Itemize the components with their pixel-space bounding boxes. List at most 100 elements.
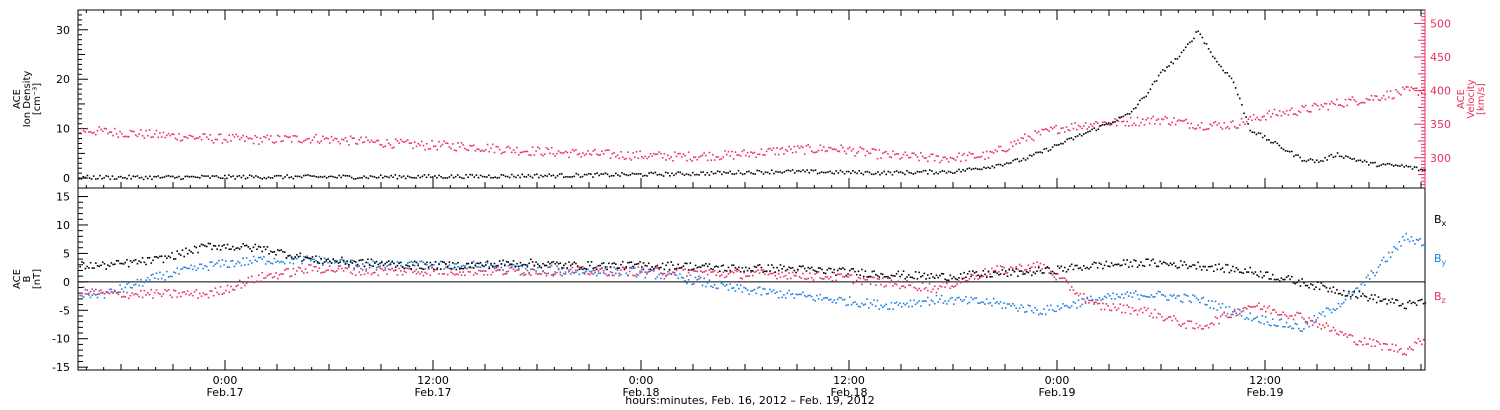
by-series-point [793, 297, 796, 299]
bx-series-point [1032, 271, 1035, 273]
bx-series-point [433, 268, 435, 271]
bx-series-point [155, 256, 158, 258]
bx-series-point [1200, 269, 1203, 271]
velocity-series-point [247, 137, 250, 140]
density-series-point [947, 170, 950, 173]
b-tick-label: -15 [52, 361, 70, 374]
density-series-point [521, 173, 523, 176]
bx-series-point [363, 265, 366, 268]
bx-series-point [764, 270, 766, 273]
velocity-series-point [1084, 122, 1087, 124]
velocity-series-point [238, 138, 241, 141]
bz-series-point [694, 270, 697, 272]
by-series-point [1306, 323, 1309, 325]
bx-series-point [1164, 261, 1167, 264]
bz-series-point [335, 270, 338, 272]
by-series-point [965, 295, 967, 298]
velocity-series-point [628, 157, 631, 160]
bx-series-point [609, 266, 612, 268]
velocity-series-point [590, 153, 593, 156]
bx-series-point [181, 249, 184, 251]
by-series-point [589, 270, 591, 273]
density-series-point [1093, 127, 1095, 129]
by-series-point [277, 260, 279, 262]
density-series-point [968, 167, 971, 169]
velocity-series-point [545, 147, 548, 149]
density-series-point [1241, 104, 1243, 106]
bx-series-point [299, 252, 302, 255]
by-series-point [717, 287, 719, 290]
bz-series-point [1343, 334, 1345, 336]
bz-series-point [365, 270, 367, 272]
density-series-point [182, 177, 184, 180]
bx-series-point [627, 261, 629, 264]
by-series-point [1313, 315, 1316, 317]
by-series-point [1143, 295, 1146, 297]
density-series-point [232, 175, 234, 177]
by-series-point [134, 283, 137, 286]
bx-series-point [1280, 277, 1283, 279]
velocity-series-point [1266, 112, 1269, 115]
density-series-point [667, 172, 669, 174]
bx-series-point [1356, 297, 1359, 299]
by-series-point [1055, 310, 1057, 313]
bz-series-point [429, 274, 432, 277]
x-axis-title: hours:minutes, Feb. 16, 2012 – Feb. 19, … [0, 394, 1500, 407]
velocity-series-point [862, 148, 865, 151]
bx-series-point [1401, 303, 1404, 305]
by-series-point [226, 266, 229, 268]
bz-series-point [131, 292, 133, 294]
velocity-series-point [566, 151, 569, 154]
by-series-point [734, 290, 737, 292]
bz-series-point [240, 287, 243, 289]
by-series-point [400, 264, 402, 267]
bz-series-point [84, 292, 87, 295]
bz-series-point [710, 271, 712, 273]
by-series-point [1086, 296, 1089, 299]
velocity-series-point [292, 135, 295, 137]
density-series-point [1384, 163, 1387, 166]
bx-series-point [223, 244, 225, 246]
bz-series-point [783, 275, 785, 278]
density-series-point [1259, 132, 1262, 135]
bx-series-point [238, 248, 241, 250]
by-series-point [1358, 289, 1361, 292]
velocity-series-point [374, 141, 376, 144]
density-series-point [600, 173, 603, 175]
bz-series-point [360, 274, 362, 276]
bx-series-point [1171, 263, 1173, 266]
bx-series-point [739, 270, 742, 273]
by-series-point [249, 259, 251, 262]
density-series-point [654, 171, 657, 174]
bz-series-point [991, 267, 993, 270]
bx-series-point [474, 264, 477, 267]
velocity-series-point [169, 134, 172, 137]
by-series-point [136, 278, 139, 281]
density-series-point [350, 176, 353, 179]
by-series-point [620, 273, 622, 276]
by-series-point [693, 283, 695, 285]
bz-series-point [98, 290, 101, 292]
by-series-point [784, 297, 787, 299]
bx-series-point [1048, 267, 1050, 270]
by-series-point [689, 274, 692, 277]
bx-series-point [892, 274, 894, 277]
by-series-point [771, 290, 773, 293]
density-series-point [899, 171, 902, 173]
bz-series-point [887, 277, 889, 280]
bz-series-point [481, 270, 484, 273]
by-series-point [1211, 300, 1213, 302]
velocity-series-point [282, 140, 284, 142]
density-series-point [527, 174, 530, 176]
bx-series-point [977, 274, 979, 277]
bx-series-point [701, 264, 704, 267]
density-series-point [637, 173, 640, 175]
bz-series-point [1089, 299, 1092, 302]
velocity-series-point [589, 153, 591, 155]
velocity-series-point [933, 159, 936, 162]
velocity-series-point [1384, 98, 1387, 101]
bx-series-point [909, 276, 912, 278]
by-series-point [190, 264, 192, 267]
bz-series-point [370, 273, 373, 276]
bz-series-point [1310, 319, 1312, 322]
